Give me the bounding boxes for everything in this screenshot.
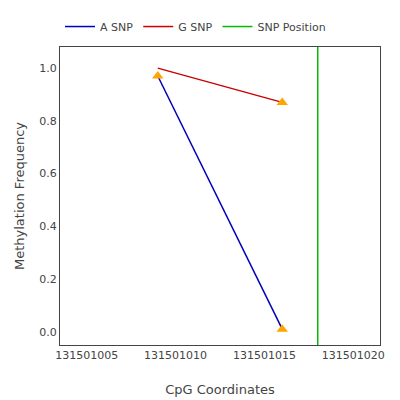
svg-text:G SNP: G SNP [178, 21, 212, 34]
svg-text:0.2: 0.2 [39, 273, 57, 286]
svg-text:131501015: 131501015 [233, 349, 296, 362]
svg-text:0.0: 0.0 [39, 326, 57, 339]
svg-text:131501020: 131501020 [322, 349, 385, 362]
svg-text:131501005: 131501005 [55, 349, 118, 362]
svg-text:0.4: 0.4 [39, 220, 57, 233]
svg-text:131501010: 131501010 [144, 349, 207, 362]
svg-text:0.6: 0.6 [39, 167, 57, 180]
svg-text:CpG Coordinates: CpG Coordinates [165, 382, 275, 397]
svg-text:Methylation Frequency: Methylation Frequency [12, 122, 27, 270]
svg-text:1.0: 1.0 [39, 62, 57, 75]
svg-text:A SNP: A SNP [100, 21, 133, 34]
svg-text:SNP Position: SNP Position [257, 21, 325, 34]
svg-text:0.8: 0.8 [39, 115, 57, 128]
